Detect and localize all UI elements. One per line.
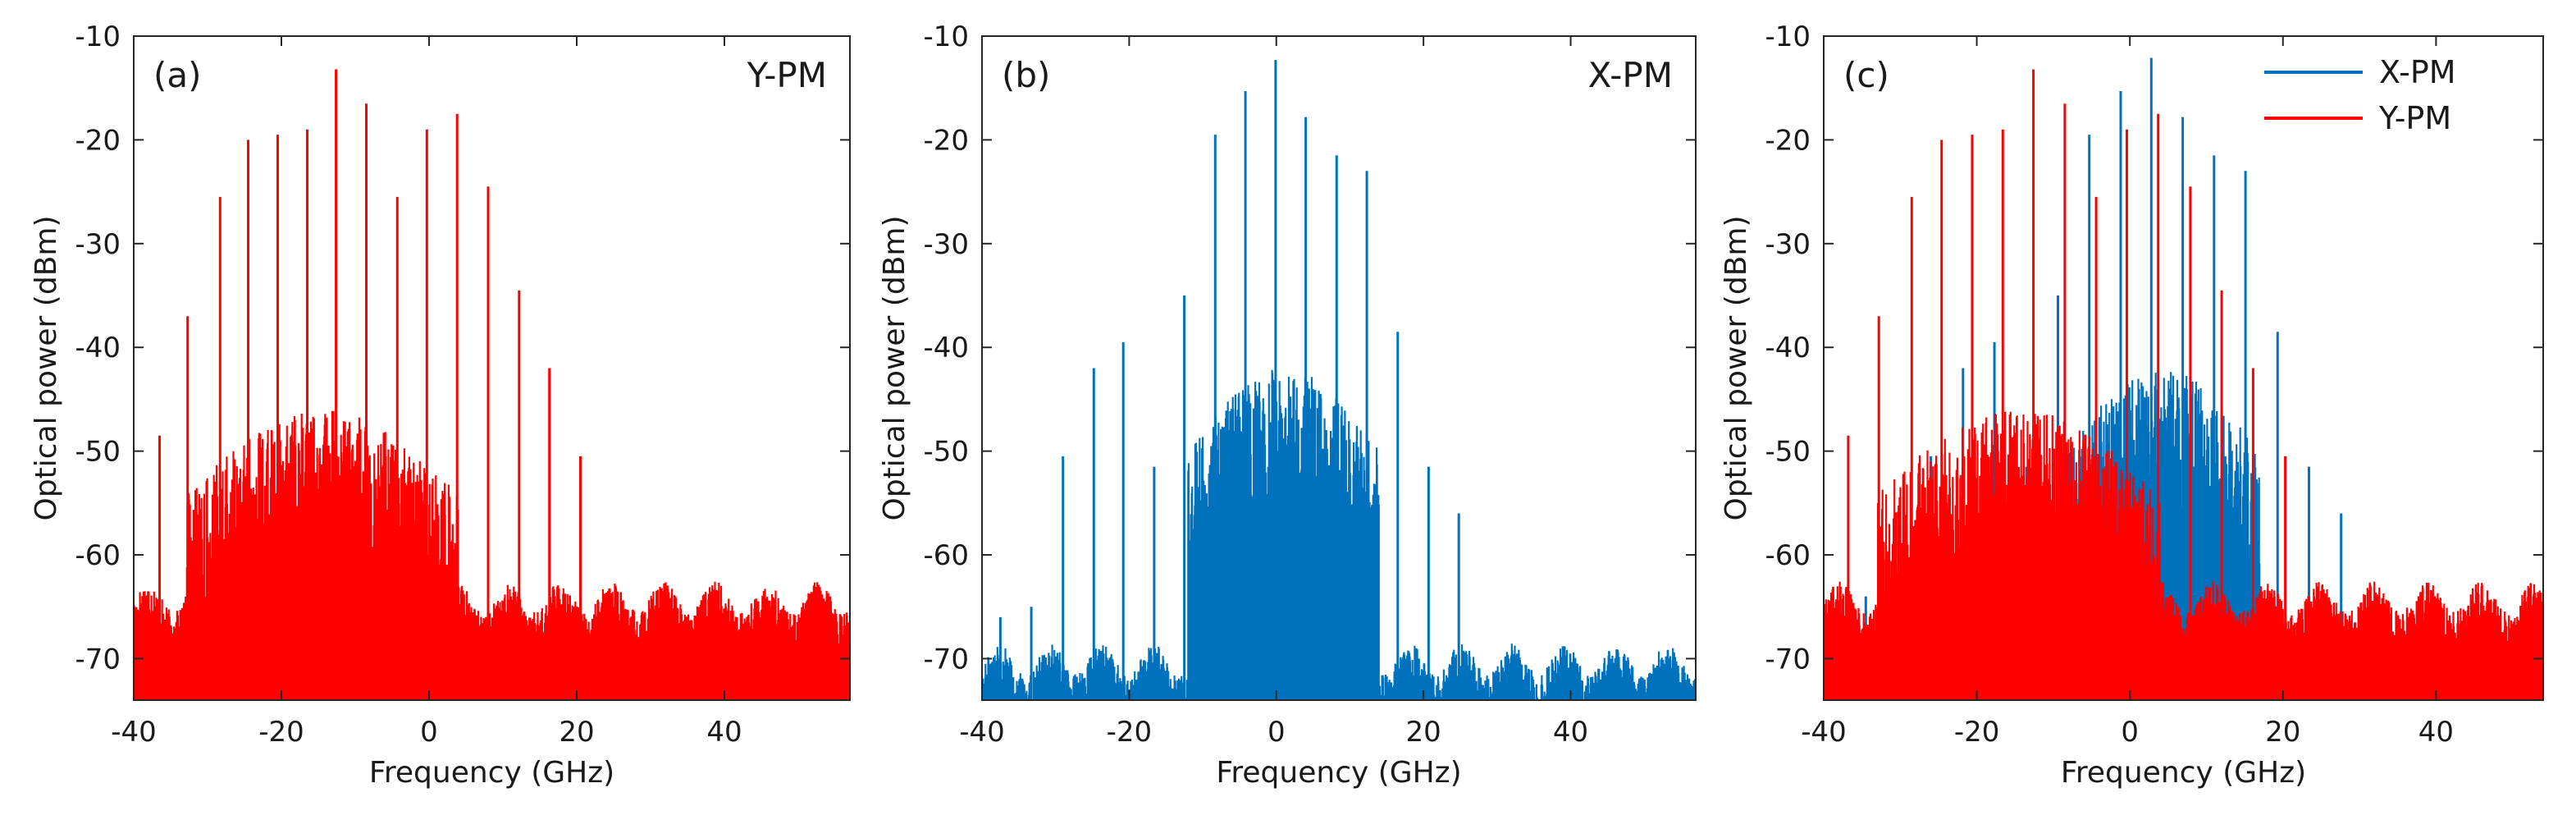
- x-tick-label: 0: [2121, 716, 2139, 749]
- y-tick-label: -40: [75, 332, 121, 364]
- legend-label: Y-PM: [2378, 100, 2451, 136]
- x-tick-label: -40: [111, 716, 157, 749]
- y-axis-label: Optical power (dBm): [30, 215, 63, 520]
- plot-area-0: [134, 69, 850, 700]
- y-tick-label: -50: [923, 436, 969, 469]
- x-tick-label: 40: [706, 716, 742, 749]
- axes-frame-2: [1823, 35, 2544, 701]
- y-tick-label: -50: [1765, 436, 1811, 469]
- x-tick-label: 20: [2265, 716, 2300, 749]
- x-tick-label: 20: [1406, 716, 1441, 749]
- x-tick-label: 40: [2418, 716, 2454, 749]
- legend: X-PM Y-PM: [2264, 54, 2456, 136]
- axes-frame-1: [981, 35, 1697, 701]
- y-tick-label: -60: [923, 539, 969, 572]
- y-tick-label: -10: [75, 21, 121, 53]
- x-tick-label: -40: [959, 716, 1005, 749]
- x-tick-label: -20: [258, 716, 304, 749]
- panel-2: -40 -20 0 20 40 -10 -20 -30 -40 -50 -60 -70 Frequenc…: [1720, 21, 2544, 790]
- y-tick-label: -70: [923, 643, 969, 676]
- y-tick-label: -40: [1765, 332, 1811, 364]
- y-tick-label: -10: [1765, 21, 1811, 53]
- y-tick-label: -70: [75, 643, 121, 676]
- axes-frame-0: [133, 35, 851, 701]
- legend-label: X-PM: [2379, 54, 2456, 90]
- panel-tag: (c): [1843, 55, 1889, 95]
- y-tick-label: -10: [923, 21, 969, 53]
- y-tick-label: -20: [75, 124, 121, 157]
- y-tick-label: -30: [1765, 228, 1811, 261]
- plot-area-1: [982, 60, 1696, 700]
- x-tick-label: -20: [1107, 716, 1153, 749]
- x-tick-label: -20: [1954, 716, 2000, 749]
- x-tick-label: 0: [420, 716, 438, 749]
- panel-1: -40 -20 0 20 40 -10 -20 -30 -40 -50 -60 -70 Frequenc…: [878, 21, 1697, 790]
- x-tick-label: -40: [1801, 716, 1847, 749]
- plot-area-2: [1824, 57, 2543, 700]
- noise-floor-0-0: [134, 410, 850, 700]
- x-axis-label: Frequency (GHz): [369, 756, 614, 790]
- panel-title: Y-PM: [747, 55, 827, 95]
- x-tick-label: 20: [559, 716, 594, 749]
- noise-floor-1-0: [982, 369, 1696, 700]
- y-tick-label: -20: [923, 124, 969, 157]
- panels: -40 -20 0 20 40 -10 -20 -30 -40 -50 -60 -70 Frequenc…: [30, 21, 2544, 790]
- y-tick-label: -20: [1765, 124, 1811, 157]
- y-tick-label: -50: [75, 436, 121, 469]
- panel-tag: (a): [153, 55, 202, 95]
- x-tick-label: 0: [1267, 716, 1286, 749]
- x-axis-label: Frequency (GHz): [2061, 756, 2306, 790]
- noise-floor-2-1: [1824, 411, 2543, 700]
- x-axis-label: Frequency (GHz): [1216, 756, 1461, 790]
- panel-tag: (b): [1002, 55, 1050, 95]
- x-tick-label: 40: [1553, 716, 1588, 749]
- y-tick-label: -70: [1765, 643, 1811, 676]
- y-axis-label: Optical power (dBm): [1720, 215, 1753, 520]
- y-tick-label: -60: [1765, 539, 1811, 572]
- panel-title: X-PM: [1588, 55, 1673, 95]
- y-tick-label: -30: [75, 228, 121, 261]
- y-axis-label: Optical power (dBm): [878, 215, 911, 520]
- panel-0: -40 -20 0 20 40 -10 -20 -30 -40 -50 -60 -70 Frequenc…: [30, 21, 851, 790]
- y-tick-label: -40: [923, 332, 969, 364]
- y-tick-label: -60: [75, 539, 121, 572]
- y-tick-label: -30: [923, 228, 969, 261]
